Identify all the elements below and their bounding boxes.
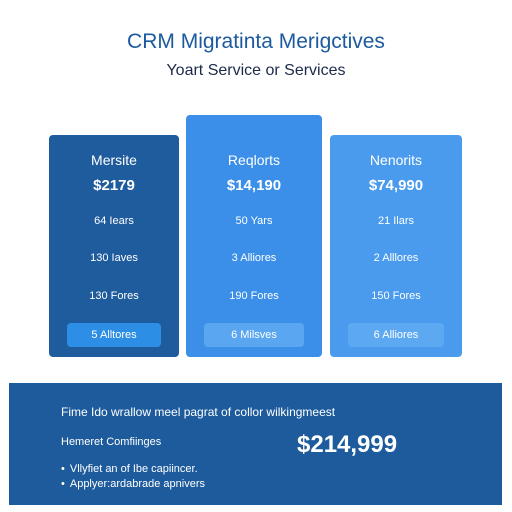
plan-price: $2179 — [93, 177, 135, 194]
summary-bullet: Applyer:ardabrade apnivers — [61, 478, 205, 490]
summary-total: $214,999 — [297, 431, 398, 458]
plan-select-button[interactable]: 6 Alliores — [348, 323, 444, 347]
plan-price: $14,190 — [226, 177, 282, 194]
plan-name: Mersite — [91, 152, 137, 168]
summary-panel: Fime Ido wrallow meel pagrat of collor w… — [9, 383, 502, 505]
plan-feature: 2 Alllores — [373, 252, 419, 264]
summary-label: Hemeret Comfiinges — [61, 436, 162, 448]
page-subtitle: Yoart Service or Services — [166, 62, 346, 79]
plan-feature: 150 Fores — [371, 290, 421, 302]
plan-card-3: Nenorits $74,990 21 Ilars 2 Alllores 150… — [330, 135, 462, 357]
plan-feature: 50 Yars — [235, 215, 273, 227]
page-title: CRM Migratinta Merigctives — [127, 30, 385, 53]
plan-name: Reqlorts — [227, 152, 281, 168]
summary-headline: Fime Ido wrallow meel pagrat of collor w… — [61, 405, 336, 419]
plan-feature: 64 Iears — [94, 215, 134, 227]
plan-feature: 130 Iaves — [90, 252, 138, 264]
plan-price: $74,990 — [368, 177, 424, 194]
summary-bullet-list: Vllyfiet an of Ibe capiincer. Applyer:ar… — [61, 463, 205, 493]
plan-name: Nenorits — [369, 152, 423, 168]
plan-card-1: Mersite $2179 64 Iears 130 Iaves 130 For… — [49, 135, 179, 357]
plan-select-button[interactable]: 6 Milsves — [204, 323, 304, 347]
plan-feature: 3 Alliores — [231, 252, 277, 264]
plan-card-2: Reqlorts $14,190 50 Yars 3 Alliores 190 … — [186, 115, 322, 357]
plan-select-button[interactable]: 5 Alltores — [67, 323, 161, 347]
summary-bullet: Vllyfiet an of Ibe capiincer. — [61, 463, 205, 475]
plan-feature: 21 Ilars — [377, 215, 415, 227]
plan-feature: 190 Fores — [229, 290, 279, 302]
plan-feature: 130 Fores — [89, 290, 139, 302]
